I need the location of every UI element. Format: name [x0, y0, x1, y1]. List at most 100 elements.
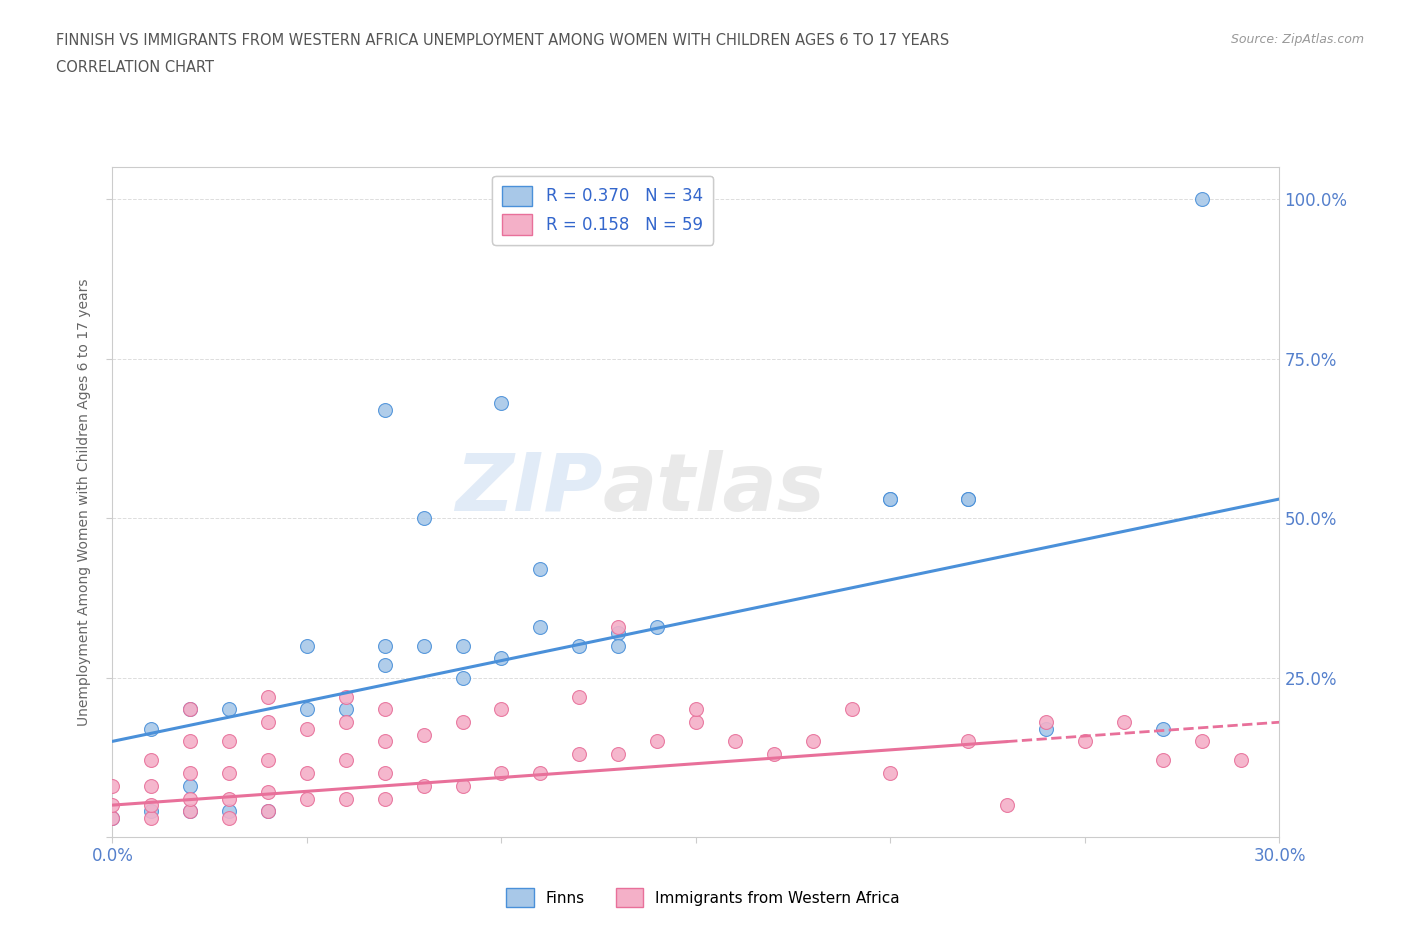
Point: [412, 727, 434, 742]
Point: [1035, 721, 1057, 736]
Point: [335, 791, 357, 806]
Point: [412, 778, 434, 793]
Point: [179, 791, 201, 806]
Point: [295, 765, 318, 780]
Point: [179, 702, 201, 717]
Point: [957, 492, 980, 507]
Point: [1035, 715, 1057, 730]
Point: [257, 689, 280, 704]
Point: [295, 702, 318, 717]
Point: [295, 721, 318, 736]
Point: [568, 689, 591, 704]
Point: [801, 734, 824, 749]
Point: [179, 734, 201, 749]
Point: [1229, 753, 1251, 768]
Point: [491, 651, 513, 666]
Point: [607, 638, 630, 653]
Point: [218, 810, 240, 825]
Point: [451, 715, 474, 730]
Point: [568, 747, 591, 762]
Point: [1152, 753, 1174, 768]
Point: [607, 626, 630, 641]
Point: [335, 715, 357, 730]
Point: [1074, 734, 1097, 749]
Point: [335, 689, 357, 704]
Point: [257, 804, 280, 819]
Point: [374, 702, 396, 717]
Point: [179, 778, 201, 793]
Point: [218, 791, 240, 806]
Point: [179, 804, 201, 819]
Point: [1191, 734, 1213, 749]
Point: [762, 747, 785, 762]
Point: [101, 810, 124, 825]
Point: [295, 791, 318, 806]
Point: [141, 798, 163, 813]
Point: [529, 765, 551, 780]
Point: [218, 765, 240, 780]
Point: [645, 619, 668, 634]
Point: [879, 492, 901, 507]
Point: [451, 778, 474, 793]
Point: [179, 804, 201, 819]
Point: [218, 804, 240, 819]
Point: [957, 492, 980, 507]
Point: [295, 638, 318, 653]
Point: [1112, 715, 1135, 730]
Point: [257, 715, 280, 730]
Point: [412, 511, 434, 525]
Point: [1191, 192, 1213, 206]
Legend: Finns, Immigrants from Western Africa: Finns, Immigrants from Western Africa: [501, 883, 905, 913]
Point: [257, 785, 280, 800]
Point: [374, 791, 396, 806]
Point: [645, 734, 668, 749]
Point: [335, 702, 357, 717]
Point: [607, 747, 630, 762]
Text: Source: ZipAtlas.com: Source: ZipAtlas.com: [1230, 33, 1364, 46]
Point: [101, 810, 124, 825]
Point: [335, 753, 357, 768]
Point: [841, 702, 863, 717]
Point: [451, 638, 474, 653]
Point: [179, 702, 201, 717]
Point: [1152, 721, 1174, 736]
Point: [491, 702, 513, 717]
Point: [568, 638, 591, 653]
Point: [141, 810, 163, 825]
Y-axis label: Unemployment Among Women with Children Ages 6 to 17 years: Unemployment Among Women with Children A…: [77, 278, 91, 726]
Point: [257, 753, 280, 768]
Point: [374, 638, 396, 653]
Point: [529, 619, 551, 634]
Point: [374, 765, 396, 780]
Point: [257, 804, 280, 819]
Point: [685, 715, 707, 730]
Text: FINNISH VS IMMIGRANTS FROM WESTERN AFRICA UNEMPLOYMENT AMONG WOMEN WITH CHILDREN: FINNISH VS IMMIGRANTS FROM WESTERN AFRIC…: [56, 33, 949, 47]
Legend: R = 0.370   N = 34, R = 0.158   N = 59: R = 0.370 N = 34, R = 0.158 N = 59: [492, 176, 713, 245]
Point: [957, 734, 980, 749]
Point: [374, 403, 396, 418]
Point: [529, 562, 551, 577]
Point: [724, 734, 747, 749]
Point: [995, 798, 1018, 813]
Point: [101, 778, 124, 793]
Point: [412, 638, 434, 653]
Point: [451, 671, 474, 685]
Point: [141, 804, 163, 819]
Text: atlas: atlas: [603, 450, 825, 528]
Point: [141, 778, 163, 793]
Point: [685, 702, 707, 717]
Point: [374, 734, 396, 749]
Point: [879, 492, 901, 507]
Text: ZIP: ZIP: [456, 450, 603, 528]
Point: [491, 765, 513, 780]
Point: [141, 721, 163, 736]
Point: [607, 619, 630, 634]
Point: [101, 798, 124, 813]
Point: [218, 734, 240, 749]
Point: [218, 702, 240, 717]
Point: [491, 396, 513, 411]
Point: [179, 765, 201, 780]
Text: CORRELATION CHART: CORRELATION CHART: [56, 60, 214, 75]
Point: [141, 753, 163, 768]
Point: [879, 765, 901, 780]
